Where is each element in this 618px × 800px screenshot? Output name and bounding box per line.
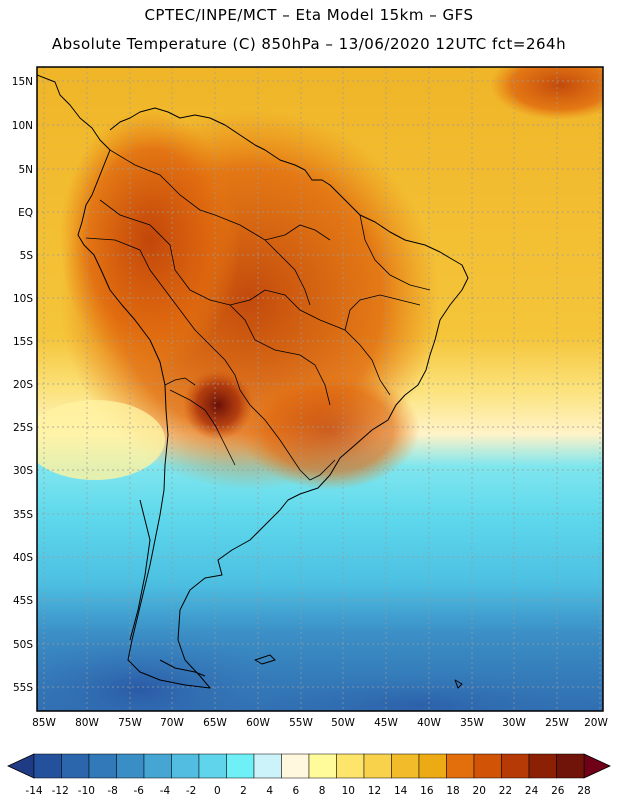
lon-label: 55W bbox=[289, 717, 313, 729]
colorbar-cell bbox=[473, 753, 502, 779]
colorbar-cell bbox=[308, 753, 337, 779]
colorbar-label: -14 bbox=[25, 785, 42, 797]
lon-label: 65W bbox=[203, 717, 227, 729]
colorbar-cell bbox=[61, 753, 90, 779]
colorbar-label: 4 bbox=[266, 785, 273, 797]
lon-label: 45W bbox=[374, 717, 398, 729]
colorbar-label: 0 bbox=[214, 785, 221, 797]
country-borders bbox=[85, 149, 431, 481]
lon-label: 60W bbox=[246, 717, 270, 729]
lat-label: 40S bbox=[13, 552, 33, 564]
lat-label: 5N bbox=[18, 164, 33, 176]
coastline bbox=[37, 74, 469, 689]
lat-label: 10S bbox=[13, 293, 33, 305]
colorbar-label: 6 bbox=[293, 785, 300, 797]
lat-label: 55S bbox=[13, 682, 33, 694]
lat-label: 10N bbox=[12, 120, 33, 132]
lat-label: 5S bbox=[20, 250, 34, 262]
lon-label: 20W bbox=[584, 717, 608, 729]
colorbar-cell bbox=[556, 753, 585, 779]
colorbar-cell bbox=[88, 753, 117, 779]
colorbar-cell bbox=[116, 753, 145, 779]
colorbar-cell bbox=[143, 753, 172, 779]
lat-label: 45S bbox=[13, 595, 33, 607]
lat-label: 35S bbox=[13, 509, 33, 521]
colorbar-cell bbox=[336, 753, 365, 779]
colorbar-label: -8 bbox=[107, 785, 117, 797]
colorbar-label: 20 bbox=[473, 785, 486, 797]
lon-label: 75W bbox=[118, 717, 142, 729]
colorbar-label: -12 bbox=[52, 785, 69, 797]
lat-label: 15N bbox=[12, 76, 33, 88]
colorbar-label: 16 bbox=[420, 785, 434, 797]
colorbar-label: 12 bbox=[368, 785, 381, 797]
colorbar-label: 14 bbox=[394, 785, 408, 797]
colorbar-label: 8 bbox=[319, 785, 326, 797]
colorbar-label: -10 bbox=[78, 785, 95, 797]
map-subtitle: Absolute Temperature (C) 850hPa – 13/06/… bbox=[51, 35, 567, 53]
map-title: CPTEC/INPE/MCT – Eta Model 15km – GFS bbox=[144, 6, 474, 24]
lon-label: 25W bbox=[545, 717, 569, 729]
colorbar-label: 18 bbox=[446, 785, 459, 797]
lon-label: 35W bbox=[460, 717, 484, 729]
colorbar-label: 28 bbox=[577, 785, 590, 797]
lon-label: 30W bbox=[502, 717, 526, 729]
lat-label: 15S bbox=[13, 336, 33, 348]
lon-label: 80W bbox=[75, 717, 99, 729]
lat-label: EQ bbox=[18, 207, 33, 219]
colorbar-cell bbox=[363, 753, 392, 779]
colorbar-cell bbox=[253, 753, 282, 779]
colorbar-label: 24 bbox=[525, 785, 539, 797]
colorbar-cell bbox=[418, 753, 447, 779]
colorbar-cell bbox=[391, 753, 420, 779]
colorbar-cell bbox=[226, 753, 255, 779]
lon-label: 85W bbox=[32, 717, 56, 729]
lon-label: 50W bbox=[331, 717, 355, 729]
colorbar-cell bbox=[281, 753, 310, 779]
lon-label: 70W bbox=[160, 717, 184, 729]
colorbar-label: 22 bbox=[499, 785, 512, 797]
map-frame bbox=[36, 66, 604, 712]
colorbar-label: 2 bbox=[240, 785, 247, 797]
colorbar-cell bbox=[33, 753, 62, 779]
colorbar-cell bbox=[198, 753, 227, 779]
lat-label: 30S bbox=[13, 465, 33, 477]
colorbar-cell bbox=[446, 753, 475, 779]
colorbar-cell bbox=[171, 753, 200, 779]
lat-label: 50S bbox=[13, 639, 33, 651]
colorbar-label: 10 bbox=[342, 785, 355, 797]
longitude-labels: 85W 80W 75W 70W 65W 60W 55W 50W 45W 40W … bbox=[32, 717, 608, 729]
colorbar-high-arrow bbox=[583, 753, 611, 779]
map-field bbox=[37, 67, 603, 711]
colorbar-low-arrow bbox=[7, 753, 35, 779]
lat-label: 20S bbox=[13, 379, 33, 391]
colorbar-cell bbox=[528, 753, 557, 779]
lat-label: 25S bbox=[13, 422, 33, 434]
grid-lines bbox=[37, 67, 603, 711]
colorbar-cell bbox=[501, 753, 530, 779]
colorbar-label: -4 bbox=[160, 785, 171, 797]
colorbar: -14 -12 -10 -8 -6 -4 -2 0 2 4 6 8 10 12 14 16 18 20 22 24 26… bbox=[7, 753, 611, 797]
colorbar-label: -6 bbox=[134, 785, 145, 797]
colorbar-label: 26 bbox=[551, 785, 565, 797]
lon-label: 40W bbox=[417, 717, 441, 729]
colorbar-label: -2 bbox=[186, 785, 196, 797]
latitude-labels: 15N 10N 5N EQ 5S 10S 15S 20S 25S 30S 35S… bbox=[12, 76, 34, 694]
